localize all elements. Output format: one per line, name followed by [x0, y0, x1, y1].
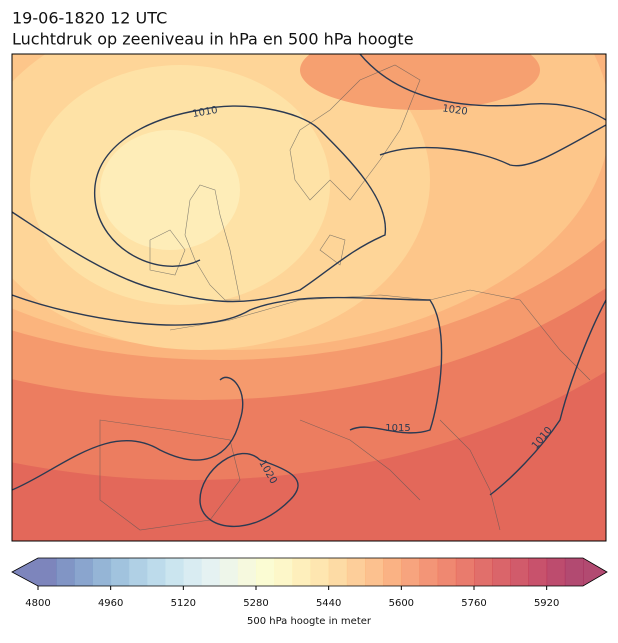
colorbar-outline: [11, 557, 608, 587]
colorbar-tick-label: 5920: [534, 598, 559, 609]
colorbar-band: [328, 558, 348, 586]
colorbar-band: [56, 558, 75, 586]
colorbar-band: [128, 558, 148, 586]
colorbar-band: [510, 558, 529, 586]
coastlines: [99, 64, 591, 531]
isobars: [12, 54, 606, 527]
colorbar-tick-label: 5760: [461, 598, 486, 609]
colorbar-band: [110, 558, 130, 586]
colorbar-band: [419, 558, 439, 586]
colorbar-band: [183, 558, 202, 586]
colorbar-band: [92, 558, 112, 586]
colorbar-band: [564, 558, 584, 586]
contour-label: 1020: [442, 103, 469, 117]
colorbar-band: [365, 558, 384, 586]
colorbar-band: [528, 558, 548, 586]
colorbar-band: [147, 558, 166, 586]
colorbar-band: [383, 558, 402, 586]
colorbar-tick-label: 4960: [98, 598, 123, 609]
colorbar-band: [165, 558, 184, 586]
colorbar-band: [292, 558, 311, 586]
colorbar-band: [310, 558, 330, 586]
colorbar-band: [237, 558, 257, 586]
contour-label: 1015: [385, 423, 410, 434]
map: 1010 1020 1015 1010 1020: [12, 54, 606, 541]
colorbar-tick-label: 5120: [171, 598, 196, 609]
colorbar-band: [74, 558, 93, 586]
colorbar-band: [219, 558, 239, 586]
subtitle: Luchtdruk op zeeniveau in hPa en 500 hPa…: [12, 30, 414, 49]
colorbar-tick-label: 5280: [243, 598, 268, 609]
colorbar-band: [38, 558, 57, 586]
colorbar-tick-label: 5440: [316, 598, 341, 609]
field: [300, 54, 540, 110]
colorbar-band: [274, 558, 293, 586]
colorbar-band: [455, 558, 475, 586]
colorbar-band: [474, 558, 493, 586]
colorbar-band: [346, 558, 366, 586]
colorbar-band: [256, 558, 275, 586]
colorbar-band: [201, 558, 221, 586]
colorbar-band: [546, 558, 566, 586]
field: [100, 130, 240, 250]
title: 19-06-1820 12 UTC: [12, 9, 167, 28]
colorbar-extend: [583, 558, 607, 586]
colorbar-tick-label: 4800: [25, 598, 50, 609]
colorbar-band: [401, 558, 420, 586]
colorbar-extend: [12, 558, 38, 586]
contour-label: 1010: [192, 105, 219, 120]
map-frame: [11, 53, 607, 542]
colorbar: 4800 4960 5120 5280 5440 5600 5760 5920: [11, 557, 608, 609]
colorbar-band: [437, 558, 457, 586]
colorbar-label: 500 hPa hoogte in meter: [247, 616, 372, 627]
colorbar-band: [492, 558, 511, 586]
colorbar-tick-label: 5600: [389, 598, 414, 609]
